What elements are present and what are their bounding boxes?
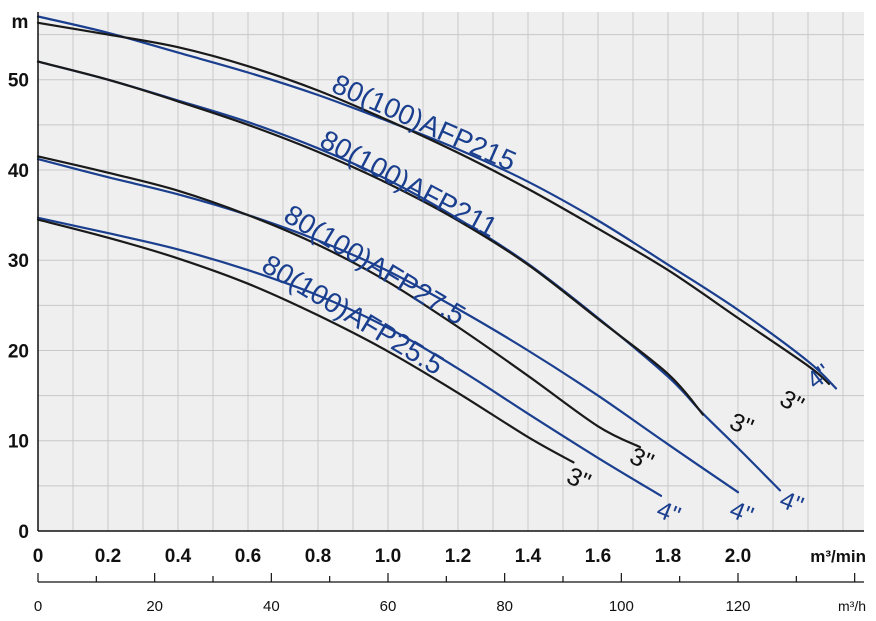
curve-4in-80100afp25.5 xyxy=(36,216,663,497)
y-tick-label: 10 xyxy=(8,432,29,453)
x-tick-label: 1.2 xyxy=(445,546,471,567)
secondary-x-tick-label: 60 xyxy=(380,598,397,615)
curve-3in-80100afp25.5 xyxy=(36,218,575,464)
x-tick-label: 2.0 xyxy=(725,546,751,567)
grid xyxy=(38,12,864,531)
y-tick-label: 40 xyxy=(8,161,29,182)
x-tick-label: 1.8 xyxy=(655,546,681,567)
x-tick-label: 0 xyxy=(33,546,44,567)
x-tick-label: 1.0 xyxy=(375,546,401,567)
y-tick-label: 0 xyxy=(18,522,29,543)
y-axis-unit-label: m xyxy=(12,12,29,33)
curves xyxy=(36,15,838,497)
plot-background xyxy=(38,12,864,531)
x-tick-label: 0.6 xyxy=(235,546,261,567)
secondary-x-tick-label: 40 xyxy=(263,598,280,615)
x-tick-label: 1.6 xyxy=(585,546,611,567)
curve-4in-80100afp215 xyxy=(36,15,838,390)
x-tick-label: 0.8 xyxy=(305,546,331,567)
secondary-x-axis-unit-label: m³/h xyxy=(838,598,866,614)
y-tick-label: 20 xyxy=(8,341,29,362)
secondary-x-tick-label: 120 xyxy=(725,598,750,615)
secondary-x-tick-label: 20 xyxy=(146,598,163,615)
secondary-x-tick-label: 0 xyxy=(34,598,42,615)
y-tick-label: 50 xyxy=(8,71,29,92)
curve-3in-80100afp211 xyxy=(36,60,705,416)
x-axis-unit-label: m³/min xyxy=(810,547,866,566)
curve-3in-80100afp215 xyxy=(36,21,831,385)
secondary-x-tick-label: 80 xyxy=(496,598,513,615)
x-tick-label: 0.4 xyxy=(165,546,192,567)
y-tick-label: 30 xyxy=(8,251,29,272)
secondary-x-tick-label: 100 xyxy=(609,598,634,615)
x-tick-label: 0.2 xyxy=(95,546,121,567)
curve-3in-80100afp27.5 xyxy=(36,155,642,449)
x-tick-label: 1.4 xyxy=(515,546,542,567)
axes xyxy=(37,12,864,583)
curve-4in-80100afp27.5 xyxy=(36,158,740,494)
